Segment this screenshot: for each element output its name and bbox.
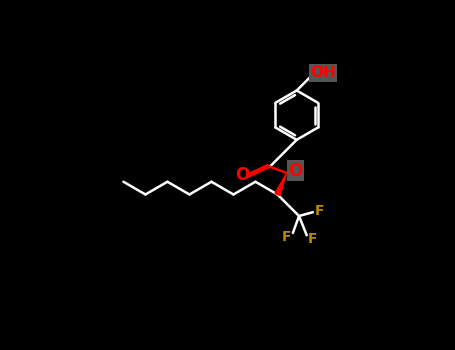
Polygon shape (275, 173, 287, 196)
Text: F: F (308, 232, 318, 246)
Text: F: F (314, 204, 324, 218)
Text: OH: OH (310, 65, 336, 80)
Text: O: O (236, 166, 250, 184)
Text: O: O (288, 162, 302, 180)
Text: F: F (282, 230, 292, 244)
